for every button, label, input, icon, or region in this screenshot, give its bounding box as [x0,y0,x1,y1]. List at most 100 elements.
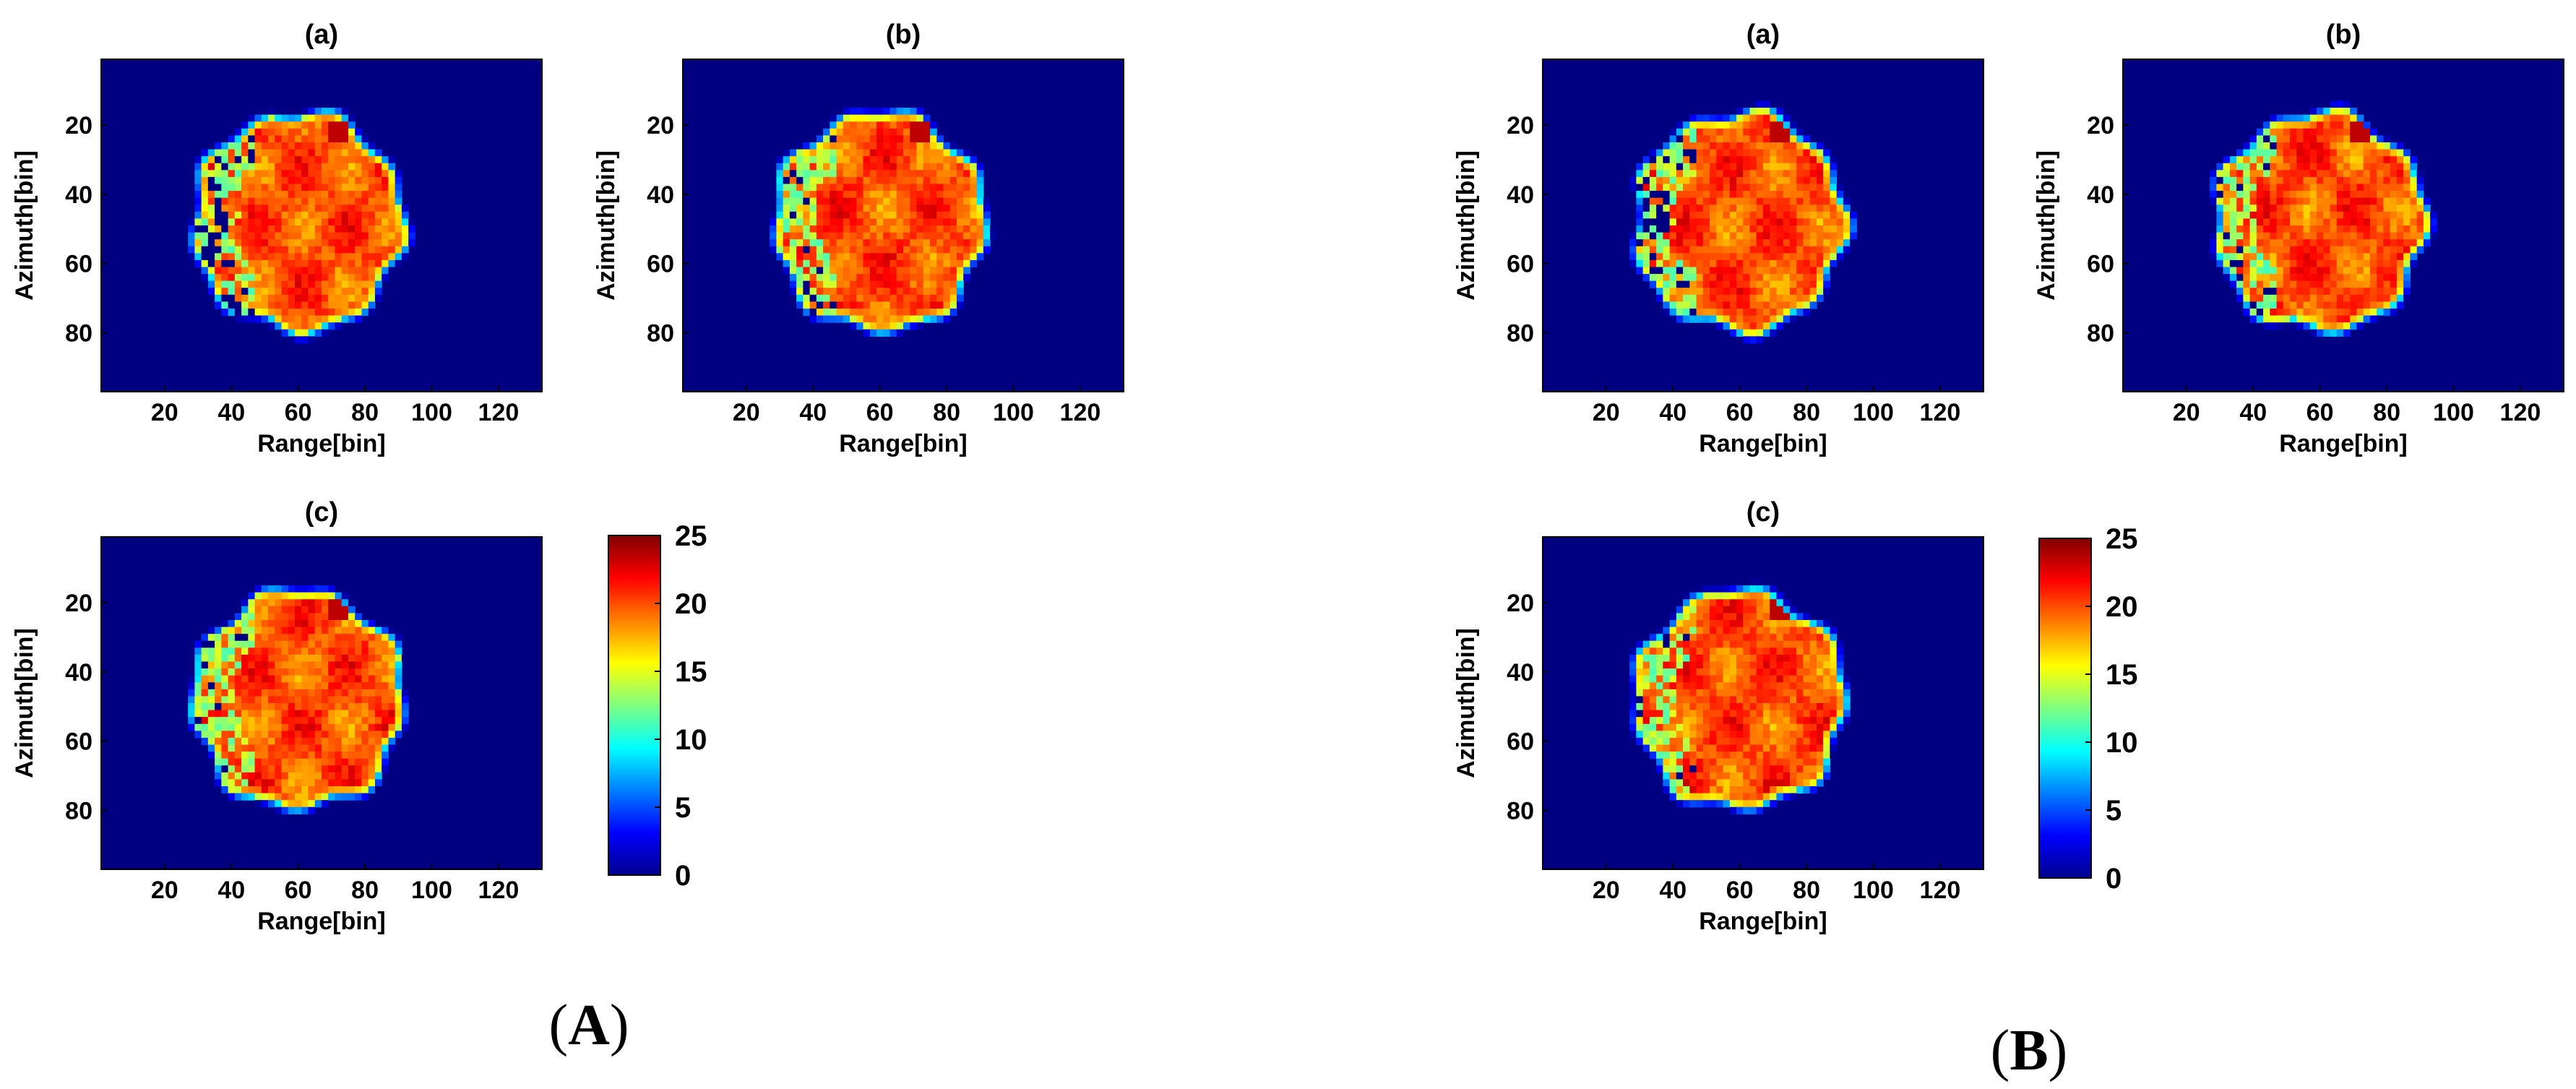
heatmap-cell [1749,239,1757,247]
heatmap-cell [889,322,897,330]
x-axis-label: Range[bin] [257,430,386,457]
heatmap-cell [355,710,363,718]
heatmap-cell [295,800,302,808]
heatmap-cell [949,239,957,247]
heatmap-cell [1676,675,1684,683]
heatmap-cell [1789,710,1797,718]
heatmap-cell [1723,599,1731,607]
x-tick-label: 100 [993,399,1034,426]
heatmap-cell [322,710,329,718]
heatmap-cell [301,654,309,663]
heatmap-cell [295,696,302,704]
heatmap-cell [1689,592,1697,600]
heatmap-cell [1669,239,1677,247]
heatmap-cell [2263,301,2270,309]
heatmap-cell [1749,599,1757,607]
heatmap-cell [301,336,309,344]
heatmap-cell [2276,232,2284,240]
heatmap-cell [314,205,322,212]
heatmap-cell [1683,170,1690,178]
heatmap-cell [850,205,857,212]
heatmap-cell [2229,239,2237,247]
heatmap-cell [308,585,316,593]
heatmap-cell [1656,288,1663,296]
heatmap-cell [361,309,369,317]
heatmap-cell [1783,675,1791,683]
heatmap-cell [816,176,824,185]
heatmap-cell [1710,246,1717,254]
heatmap-cell [221,184,229,191]
heatmap-cell [1743,108,1751,116]
heatmap-cell [1736,135,1744,143]
heatmap-cell [2369,142,2377,150]
heatmap-cell [856,163,864,171]
heatmap-cell [1756,682,1764,690]
heatmap-cell [830,288,837,296]
heatmap-cell [1770,205,1778,212]
heatmap-panel-1-3: 20 40 60 80 100 12020406080(c)Range[bin]Azimu… [11,497,543,935]
heatmap-cell [2383,170,2391,178]
heatmap-cell [314,135,322,143]
heatmap-cell [341,315,349,323]
heatmap-cell [1743,309,1751,317]
heatmap-cell [1736,647,1744,655]
heatmap-cell [1669,259,1677,268]
heatmap-cell [1663,197,1671,205]
heatmap-cell [281,135,289,143]
heatmap-cell [2276,170,2284,178]
heatmap-cell [1776,135,1784,143]
heatmap-cell [910,191,918,199]
heatmap-cell [863,253,871,261]
heatmap-cell [335,211,343,220]
heatmap-cell [2236,149,2244,157]
heatmap-cell [843,176,850,185]
heatmap-cell [1823,280,1831,288]
heatmap-cell [1629,184,1637,191]
heatmap-cell [1763,682,1770,690]
heatmap-cell [850,309,857,317]
heatmap-cell [816,156,824,164]
heatmap-cell [843,121,850,129]
heatmap-cell [314,322,322,330]
heatmap-cell [809,197,817,205]
heatmap-cell [1776,225,1784,233]
heatmap-cell [261,294,269,303]
heatmap-cell [275,197,283,205]
heatmap-cell [281,668,289,676]
heatmap-cell [341,758,349,766]
heatmap-cell [341,128,349,137]
heatmap-cell [2396,259,2404,268]
heatmap-cell [314,239,322,247]
heatmap-cell [1743,703,1751,711]
heatmap-cell [2249,267,2257,275]
heatmap-cell [923,218,931,226]
heatmap-cell [281,682,289,690]
heatmap-cell [1789,170,1797,178]
heatmap-cell [883,197,891,205]
heatmap-cell [1636,211,1644,220]
heatmap-cell [281,689,289,697]
heatmap-cell [1783,170,1791,178]
heatmap-cell [850,156,857,164]
heatmap-cell [2369,274,2377,282]
heatmap-cell [916,309,924,317]
heatmap-cell [268,142,275,150]
heatmap-cell [355,163,363,171]
heatmap-cell [374,184,382,191]
heatmap-cell [248,793,256,801]
heatmap-cell [1749,197,1757,205]
heatmap-cell [2390,301,2398,309]
heatmap-cell [361,634,369,642]
heatmap-cell [816,280,824,288]
heatmap-cell [2223,267,2231,275]
heatmap-cell [856,149,864,157]
heatmap-cell [869,128,877,137]
heatmap-cell [348,599,356,607]
heatmap-cell [2256,301,2264,309]
heatmap-cell [2343,176,2351,185]
heatmap-cell [1776,163,1784,171]
heatmap-cell [2229,170,2237,178]
heatmap-cell [335,156,343,164]
heatmap-cell [1776,647,1784,655]
x-tick-label: 60 [285,399,312,426]
